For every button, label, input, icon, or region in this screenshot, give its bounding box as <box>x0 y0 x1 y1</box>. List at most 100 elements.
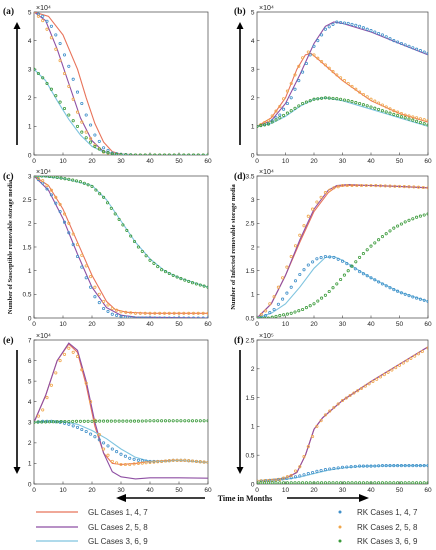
series-marker <box>156 265 160 269</box>
series-marker <box>358 481 362 484</box>
y-tick-label: 0 <box>28 315 32 322</box>
series-marker <box>397 184 402 188</box>
x-tick-label: 30 <box>339 487 347 494</box>
series-marker <box>71 178 75 182</box>
y-exponent-label: ×10⁴ <box>259 169 274 176</box>
series-group <box>257 346 428 484</box>
y-tick-label: 3 <box>28 67 32 74</box>
series-marker <box>426 51 428 56</box>
series-marker <box>59 420 63 424</box>
series-marker <box>365 464 369 468</box>
series-marker <box>331 481 335 484</box>
series-marker <box>342 273 346 277</box>
series-marker <box>316 56 320 60</box>
series-marker <box>45 183 49 188</box>
series-marker <box>62 352 67 356</box>
x-tick-label: 10 <box>59 487 67 494</box>
series-marker <box>407 294 411 298</box>
series-marker <box>274 109 278 113</box>
series-marker <box>396 224 400 228</box>
series-marker <box>34 420 36 424</box>
series-marker <box>285 481 289 484</box>
series-marker <box>264 309 268 313</box>
series-marker <box>365 248 369 252</box>
series-marker <box>422 464 426 468</box>
series-marker <box>172 311 176 315</box>
series-marker <box>41 179 45 183</box>
series-marker <box>113 212 117 216</box>
series-marker <box>196 311 200 315</box>
series-marker <box>328 467 332 471</box>
series-marker <box>340 398 345 403</box>
series-marker <box>67 64 71 68</box>
series-marker <box>202 419 206 423</box>
series-marker <box>411 46 415 50</box>
series-marker <box>36 71 40 76</box>
series-marker <box>396 289 400 293</box>
series-marker <box>298 272 302 277</box>
series-marker <box>297 64 301 68</box>
series-marker <box>371 379 375 384</box>
series-marker <box>62 106 67 111</box>
series-marker <box>346 99 350 103</box>
series-marker <box>36 176 40 178</box>
series-marker <box>396 113 400 118</box>
series-marker <box>312 44 316 48</box>
panel-label: (c) <box>3 171 14 182</box>
y-tick-label: 5 <box>28 378 32 385</box>
series-marker <box>373 241 377 245</box>
y-tick-label: 0.5 <box>245 315 254 322</box>
series-marker <box>386 370 390 374</box>
series-marker <box>301 101 305 106</box>
series-marker <box>403 113 407 117</box>
series-marker <box>332 405 336 409</box>
x-tick-label: 50 <box>175 321 183 328</box>
series-marker <box>75 90 80 94</box>
series-marker <box>293 279 298 283</box>
series-marker <box>361 481 365 484</box>
series-marker <box>93 285 97 289</box>
series-marker <box>342 79 346 83</box>
series-marker <box>198 419 202 423</box>
series-marker <box>384 284 388 288</box>
series-marker <box>308 99 312 103</box>
series-marker <box>160 459 164 463</box>
series-marker <box>345 465 349 469</box>
legend-marker-swatch <box>338 525 342 529</box>
series-marker <box>358 24 362 28</box>
plot-area <box>256 339 429 485</box>
series-marker <box>270 120 274 124</box>
series-marker <box>54 94 58 98</box>
series-marker <box>62 53 67 57</box>
series-marker <box>422 122 426 126</box>
series-marker <box>55 176 59 179</box>
series-marker <box>167 153 171 155</box>
series-marker <box>121 223 125 227</box>
series-marker <box>373 99 377 103</box>
series-marker <box>331 22 335 26</box>
series-marker <box>34 12 36 14</box>
series-marker <box>45 396 49 400</box>
series-marker <box>373 464 377 468</box>
series-marker <box>133 311 138 315</box>
series-marker <box>276 285 280 289</box>
series-marker <box>97 438 101 442</box>
y-exponent-label: ×10⁴ <box>259 5 274 12</box>
series-marker <box>75 425 80 429</box>
series-marker <box>102 441 106 445</box>
series-marker <box>90 419 94 423</box>
series-marker <box>274 481 278 484</box>
series-marker <box>403 292 407 296</box>
series-marker <box>384 232 388 236</box>
series-marker <box>384 481 388 484</box>
series-marker <box>336 257 340 261</box>
x-tick-label: 50 <box>396 158 404 165</box>
series-marker <box>278 477 282 481</box>
series-marker <box>364 183 368 188</box>
series-marker <box>167 459 171 463</box>
series-marker <box>58 41 62 46</box>
series-marker <box>62 421 67 425</box>
series-marker <box>298 465 302 469</box>
series-marker <box>339 481 343 484</box>
series-marker <box>335 97 339 101</box>
